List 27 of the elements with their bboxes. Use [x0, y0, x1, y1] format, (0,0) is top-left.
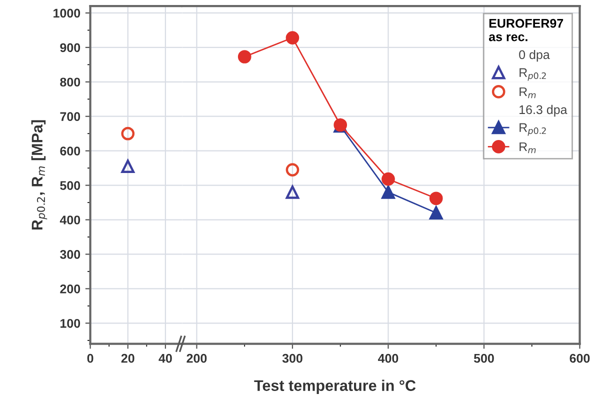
x-tick-label: 40: [158, 354, 172, 363]
x-tick-label: 400: [378, 354, 398, 363]
x-tick-label: 200: [186, 354, 207, 363]
y-tick-label: 100: [60, 318, 80, 328]
y-tick-label: 900: [60, 43, 80, 52]
y-tick-label: 300: [60, 250, 80, 259]
x-axis-title: Test temperature in °C: [254, 380, 416, 394]
y-tick-label: 1000: [54, 8, 80, 18]
y-axis-title: R$_{p0.2}$, R$_{m}$ [MPa]: [31, 120, 48, 230]
x-tick-label: 0: [87, 354, 94, 363]
y-tick-label: 800: [60, 78, 80, 87]
y-tick-label: 400: [60, 216, 80, 224]
y-tick-label: 200: [60, 284, 80, 294]
legend-label: R$_{m}$: [520, 142, 536, 154]
legend-label: R$_{p0.2}$: [520, 123, 546, 136]
annotation: 16.3 dpa: [520, 104, 568, 117]
legend-label: R$_{p0.2}$: [520, 68, 546, 81]
y-tick-label: 600: [60, 146, 80, 156]
x-tick-label: 20: [121, 354, 134, 363]
x-tick-label: 300: [282, 354, 302, 363]
x-tick-label: 600: [570, 354, 590, 363]
annotation: 0 dpa: [519, 50, 550, 62]
legend-title: EUROFER97 as rec.: [488, 18, 564, 42]
x-tick-label: 500: [474, 354, 494, 363]
legend-label: R$_{m}$: [520, 87, 536, 98]
y-tick-label: 700: [60, 112, 80, 122]
y-tick-label: 500: [60, 181, 80, 190]
